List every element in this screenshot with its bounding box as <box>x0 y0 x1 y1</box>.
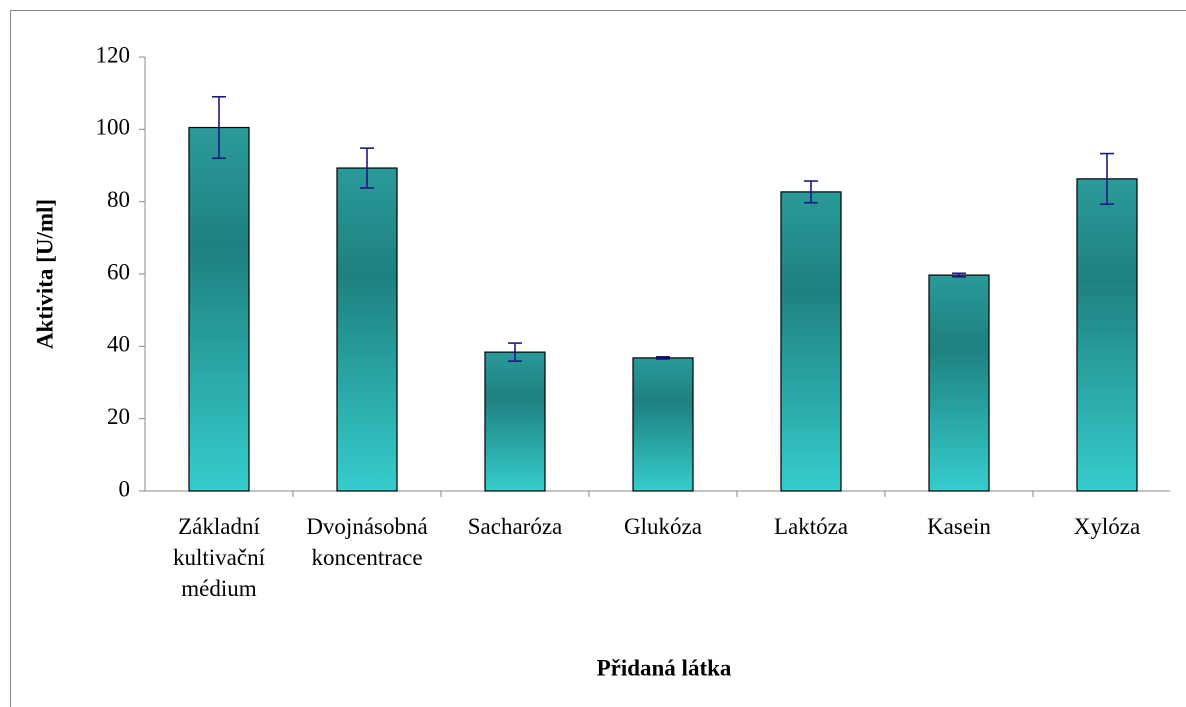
y-tick-label: 80 <box>107 187 130 212</box>
bar <box>928 274 990 492</box>
error-bar <box>360 147 374 189</box>
x-tick-label: Laktóza <box>773 514 849 539</box>
chart-border <box>10 10 1186 707</box>
y-tick-label: 40 <box>107 332 130 357</box>
x-tick-label: Xylóza <box>1073 514 1141 539</box>
x-tick-label: Glukóza <box>624 514 702 539</box>
error-bar <box>508 342 522 362</box>
y-axis-label: Aktivita [U/ml] <box>32 199 57 349</box>
x-tick-label: Sacharóza <box>467 514 563 539</box>
bar <box>780 191 842 492</box>
y-tick-label: 20 <box>107 404 130 429</box>
y-tick-label: 100 <box>96 115 131 140</box>
bar <box>1076 178 1138 492</box>
x-tick-label: Dvojnásobná koncentrace <box>306 514 428 570</box>
bar <box>484 351 546 492</box>
x-axis-label: Přidaná látka <box>597 655 732 680</box>
error-bar <box>1100 152 1114 205</box>
y-tick-label: 0 <box>119 476 131 501</box>
y-tick-label: 60 <box>107 259 130 284</box>
bar <box>188 126 250 492</box>
x-tick-label: Kasein <box>927 514 991 539</box>
error-bar <box>804 180 818 204</box>
error-bar <box>952 272 966 278</box>
bar <box>336 167 398 492</box>
error-bar <box>656 356 670 360</box>
y-tick-label: 120 <box>96 42 131 67</box>
error-bar <box>212 95 226 160</box>
x-tick-label: Základní kultivační médium <box>173 514 265 601</box>
bar <box>632 357 694 492</box>
